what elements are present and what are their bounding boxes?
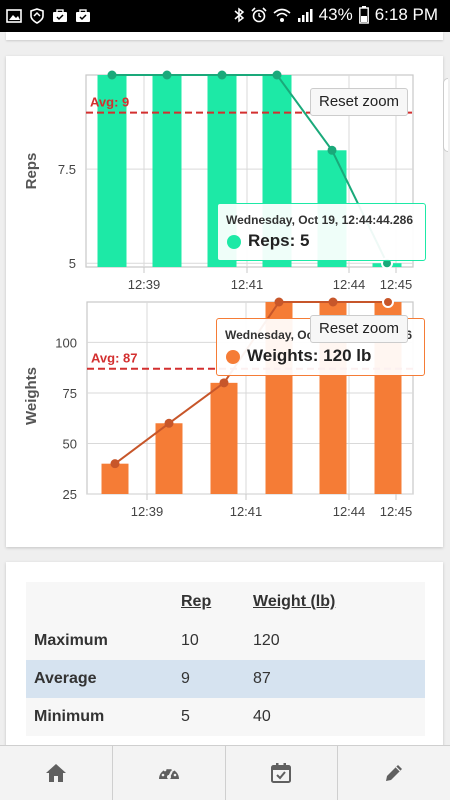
average-label: Avg: 87 bbox=[91, 351, 137, 366]
data-point bbox=[217, 70, 227, 80]
table-header-blank bbox=[26, 582, 181, 622]
briefcase-icon bbox=[76, 9, 90, 22]
average-label: Avg: 9 bbox=[90, 95, 129, 110]
table-row: Average 9 87 bbox=[26, 660, 425, 698]
reps-tooltip-date: Wednesday, Oct 19, 12:44:44.286 bbox=[226, 213, 413, 227]
shield-icon bbox=[30, 8, 44, 24]
alarm-icon bbox=[251, 7, 267, 23]
row-weight: 120 bbox=[253, 632, 280, 649]
data-point bbox=[219, 378, 229, 388]
nav-calendar-button[interactable] bbox=[226, 746, 339, 800]
x-tick-label: 12:45 bbox=[380, 277, 413, 292]
y-tick-label: 100 bbox=[55, 335, 77, 350]
gallery-icon bbox=[6, 9, 22, 23]
table-header-rep: Rep bbox=[181, 593, 212, 610]
y-tick-label: 5 bbox=[69, 256, 76, 271]
row-label: Minimum bbox=[34, 708, 105, 725]
series-line bbox=[112, 74, 388, 264]
y-tick-label: 25 bbox=[63, 487, 77, 502]
briefcase-icon bbox=[53, 9, 67, 22]
weights-tooltip-marker bbox=[226, 350, 240, 364]
table-header-row: Rep Weight (lb) bbox=[26, 582, 425, 622]
wifi-icon bbox=[273, 8, 291, 22]
x-tick-label: 12:44 bbox=[333, 277, 366, 292]
x-tick-label: 12:41 bbox=[230, 504, 263, 519]
table-row: Minimum 5 40 bbox=[26, 698, 425, 736]
row-label: Maximum bbox=[34, 632, 108, 649]
bar bbox=[155, 423, 183, 494]
previous-card-edge bbox=[6, 32, 443, 40]
clock-time: 6:18 PM bbox=[374, 5, 438, 24]
bluetooth-icon bbox=[234, 7, 244, 23]
bar bbox=[101, 463, 129, 494]
nav-home-button[interactable] bbox=[0, 746, 113, 800]
row-weight: 87 bbox=[253, 670, 271, 687]
table-header-weight: Weight (lb) bbox=[253, 593, 336, 610]
row-rep: 9 bbox=[181, 670, 190, 687]
reps-tooltip-marker bbox=[227, 235, 241, 249]
chart-menu-edge bbox=[443, 78, 448, 152]
stats-table: Rep Weight (lb) Maximum 10 120 Average 9… bbox=[26, 582, 425, 736]
data-point bbox=[272, 70, 282, 80]
hovered-data-point bbox=[382, 296, 394, 308]
x-tick-label: 12:44 bbox=[333, 504, 366, 519]
row-weight: 40 bbox=[253, 708, 271, 725]
data-point bbox=[327, 145, 337, 155]
data-point bbox=[274, 297, 284, 307]
data-point bbox=[328, 297, 338, 307]
bottom-nav bbox=[0, 745, 450, 800]
bar bbox=[152, 75, 182, 267]
charts-svg[interactable]: Avg: 9 5 7.5 12:39 12:41 12:44 12:45 Reps Avg: … bbox=[6, 56, 443, 547]
bar bbox=[97, 75, 127, 267]
data-point bbox=[162, 70, 172, 80]
x-tick-label: 12:41 bbox=[231, 277, 264, 292]
reps-tooltip-value: Reps: 5 bbox=[248, 231, 310, 250]
data-point bbox=[107, 70, 117, 80]
speedometer-icon bbox=[158, 766, 179, 779]
battery-icon bbox=[358, 6, 369, 24]
nav-edit-button[interactable] bbox=[338, 746, 450, 800]
data-point bbox=[164, 418, 174, 428]
row-rep: 10 bbox=[181, 632, 199, 649]
signal-icon bbox=[297, 9, 313, 22]
status-bar: 43% 6:18 PM bbox=[0, 0, 450, 32]
stats-card: Rep Weight (lb) Maximum 10 120 Average 9… bbox=[6, 562, 443, 762]
weights-tooltip-value: Weights: 120 lb bbox=[247, 346, 372, 365]
y-tick-label: 50 bbox=[63, 436, 77, 451]
table-row: Maximum 10 120 bbox=[26, 622, 425, 660]
bar bbox=[210, 382, 238, 494]
battery-percent: 43% bbox=[318, 5, 353, 24]
weights-reset-zoom-button[interactable]: Reset zoom bbox=[310, 315, 409, 343]
x-tick-label: 12:39 bbox=[131, 504, 164, 519]
y-axis-title: Reps bbox=[23, 153, 40, 190]
y-tick-label: 7.5 bbox=[58, 162, 76, 177]
x-tick-label: 12:45 bbox=[380, 504, 413, 519]
charts-card: Avg: 9 5 7.5 12:39 12:41 12:44 12:45 Reps Avg: … bbox=[6, 56, 448, 547]
nav-dashboard-button[interactable] bbox=[113, 746, 226, 800]
data-point bbox=[110, 459, 120, 469]
pencil-icon bbox=[386, 765, 403, 781]
reps-tooltip: Wednesday, Oct 19, 12:44:44.286 Reps: 5 bbox=[217, 203, 426, 261]
reps-reset-zoom-button[interactable]: Reset zoom bbox=[310, 88, 409, 116]
y-tick-label: 75 bbox=[63, 386, 77, 401]
x-tick-label: 12:39 bbox=[128, 277, 161, 292]
row-label: Average bbox=[34, 670, 97, 687]
calendar-check-icon bbox=[271, 763, 292, 783]
y-axis-title: Weights bbox=[23, 367, 40, 425]
home-icon bbox=[45, 764, 66, 782]
row-rep: 5 bbox=[181, 708, 190, 725]
